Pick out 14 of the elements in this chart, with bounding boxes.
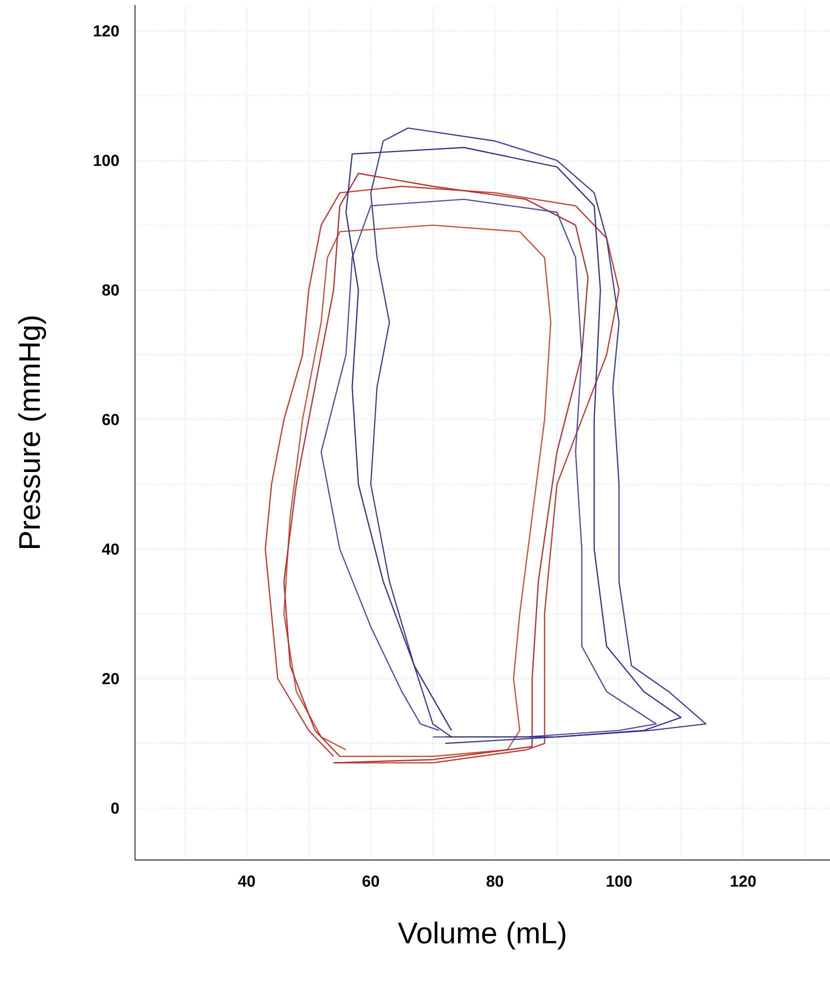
x-tick-label: 60: [362, 876, 380, 887]
x-tick-label: 100: [606, 876, 632, 887]
x-tick-label: 80: [486, 876, 504, 887]
y-tick-label: 0: [111, 802, 119, 814]
y-axis-title: Pressure (mmHg): [18, 316, 46, 548]
y-tick-label: 80: [102, 284, 119, 296]
y-tick-label: 60: [102, 414, 119, 426]
x-tick-label: 120: [730, 876, 756, 887]
y-tick-label: 40: [102, 543, 119, 555]
y-tick-label: 120: [94, 25, 119, 37]
x-tick-label: 40: [238, 876, 255, 887]
y-tick-label: 100: [94, 154, 119, 166]
y-tick-label: 20: [102, 672, 119, 684]
x-axis-title: Volume (mL): [398, 922, 566, 950]
